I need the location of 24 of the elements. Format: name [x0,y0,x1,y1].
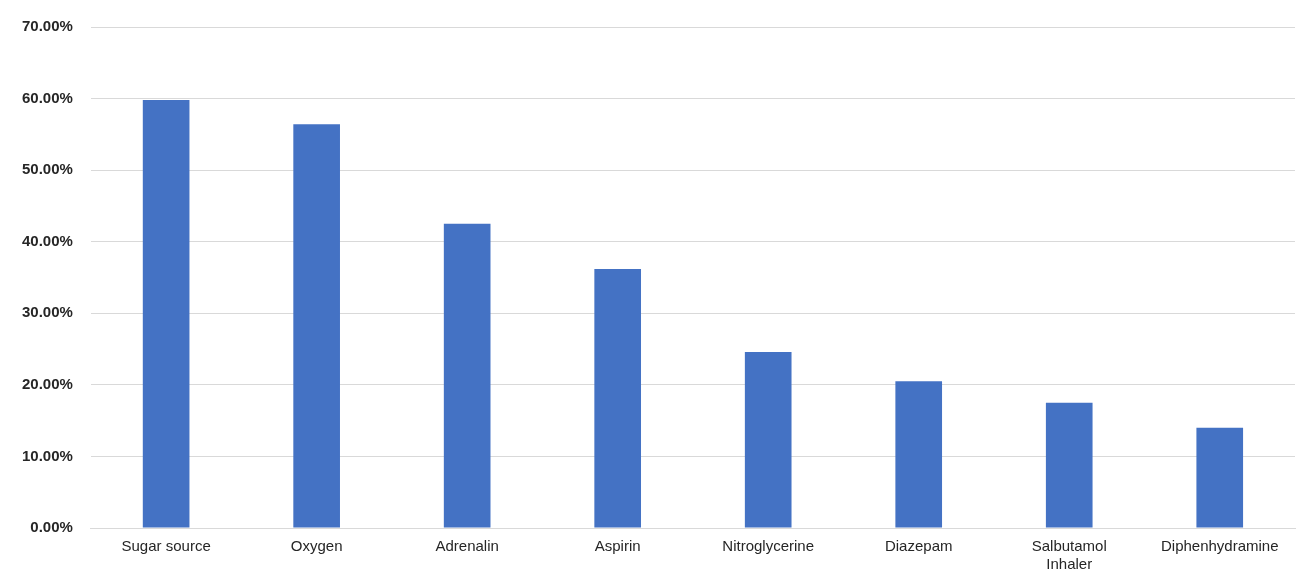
y-tick-label: 0.00% [30,518,73,536]
x-tick-label: Aspirin [594,537,641,555]
bar [1196,427,1244,528]
x-tick-label: Diphenhydramine [1160,537,1279,555]
x-tick-label: Diazepam [884,537,953,555]
y-tick-label: 70.00% [22,17,73,35]
x-tick-label: Adrenalin [435,537,499,555]
bar [744,351,792,528]
bar [594,268,642,528]
x-tick-label: Sugar source [121,537,211,555]
bar [443,223,491,528]
x-tick-label: Oxygen [290,537,343,555]
bar [895,381,943,528]
y-tick-label: 10.00% [22,446,73,464]
y-tick-label: 20.00% [22,375,73,392]
bar [293,124,340,528]
y-tick-label: 40.00% [22,231,73,249]
bar [1045,402,1093,528]
x-tick-label: Nitroglycerine [722,537,815,555]
y-tick-label: 60.00% [22,88,73,106]
y-tick-label: 30.00% [22,303,73,321]
y-tick-label: 50.00% [22,160,73,178]
x-tick-label: Salbutamol Inhaler [1031,537,1107,573]
bar [142,100,190,528]
